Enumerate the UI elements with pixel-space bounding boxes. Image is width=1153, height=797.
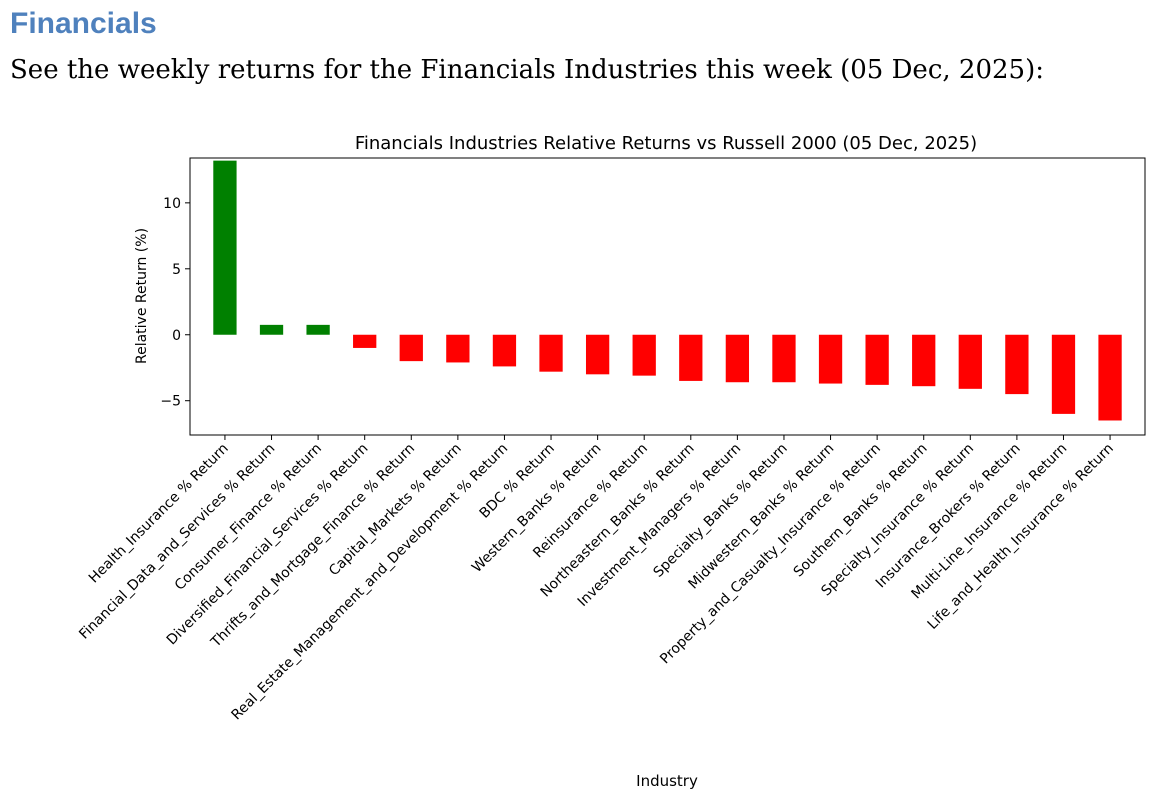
bar [725,334,750,383]
bar [632,334,656,376]
chart-title: Financials Industries Relative Returns v… [355,133,977,154]
y-axis-label: Relative Return (%) [134,228,150,364]
bar [912,334,936,387]
y-tick-label: 5 [172,262,181,278]
plot-frame [189,157,1146,436]
y-tick-label: 0 [172,328,181,344]
bar [213,160,237,335]
x-tick-label: Property_and_Casualty_Insurance % Return [657,441,884,668]
intro-text: See the weekly returns for the Financial… [10,55,1044,85]
x-tick-label: Investment_Managers % Return [575,441,744,610]
bar [958,334,982,389]
x-axis: Health_Insurance % ReturnFinancial_Data_… [76,435,1117,723]
bar [399,334,423,362]
bar [1098,334,1122,421]
section-heading: Financials [10,7,157,40]
bar [1051,334,1076,414]
bar [772,334,796,383]
bar [539,334,563,372]
bar [446,334,470,363]
bar [818,334,843,384]
bars-group [213,160,1122,421]
y-axis: −5 0 5 10 [160,196,190,410]
bar [353,334,377,348]
bar [306,324,330,335]
bar [1005,334,1029,395]
bar [259,324,284,335]
bar [492,334,517,367]
bar [865,334,889,385]
bar [679,334,703,381]
x-axis-label: Industry [636,772,698,790]
bar [585,334,610,375]
y-tick-label: −5 [160,394,181,410]
y-tick-label: 10 [163,196,181,212]
